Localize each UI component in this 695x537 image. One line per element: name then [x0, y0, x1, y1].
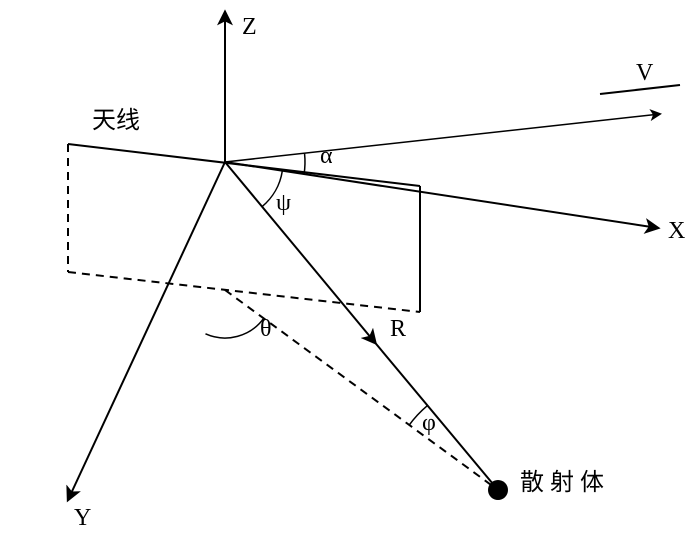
theta-label: θ	[260, 316, 272, 342]
alpha-label: α	[320, 143, 333, 169]
z-axis-label: Z	[242, 14, 257, 40]
antenna-top	[68, 144, 420, 186]
y-axis-label: Y	[74, 505, 91, 531]
coordinate-diagram: Z X Y V 天线 R 散 射 体 α ψ θ φ	[0, 0, 695, 537]
antenna-label: 天线	[92, 107, 140, 134]
scatterer-dot	[488, 480, 508, 500]
r-label: R	[390, 316, 406, 342]
theta-arc	[205, 318, 263, 338]
phi-label: φ	[422, 410, 436, 436]
psi-label: ψ	[276, 190, 291, 216]
antenna-bottom	[68, 272, 420, 312]
scatterer-label: 散 射 体	[520, 469, 604, 496]
v-underline	[600, 85, 680, 94]
y-axis	[68, 162, 225, 500]
x-axis-label: X	[668, 218, 685, 244]
v-axis	[225, 114, 660, 162]
v-axis-label: V	[636, 60, 654, 86]
alpha-arc	[304, 154, 305, 175]
